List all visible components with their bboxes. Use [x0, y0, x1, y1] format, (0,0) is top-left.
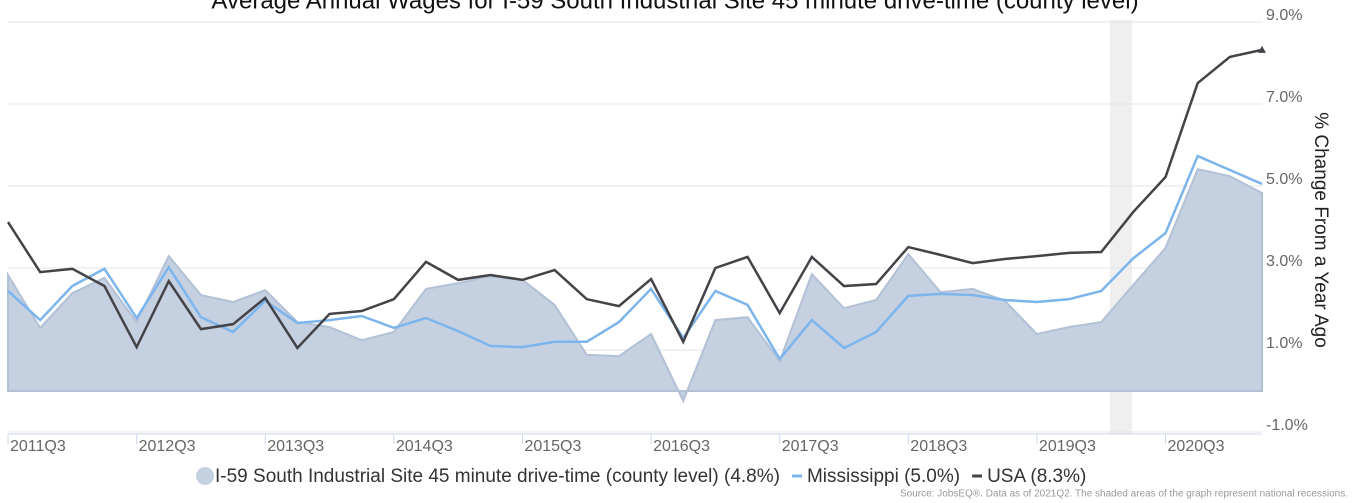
x-tick-label: 2013Q3 [267, 438, 324, 455]
line [7, 154, 1263, 362]
y-tick-label: 1.0% [1266, 335, 1302, 352]
y-tick-label: 3.0% [1266, 253, 1302, 270]
y-tick-label: 7.0% [1266, 89, 1302, 106]
end-marker [1258, 45, 1266, 53]
legend-label: I-59 South Industrial Site 45 minute dri… [215, 466, 780, 487]
x-tick-label: 2020Q3 [1168, 438, 1225, 455]
y-axis-title: % Change From a Year Ago [1310, 112, 1331, 348]
legend-symbol [196, 467, 214, 485]
line [6, 48, 1263, 350]
x-tick-label: 2014Q3 [396, 438, 453, 455]
x-tick-label: 2017Q3 [782, 438, 839, 455]
area [7, 168, 1263, 404]
y-tick-label: 5.0% [1266, 171, 1302, 188]
source-note: Source: JobsEQ®. Data as of 2021Q2. The … [900, 489, 1348, 500]
y-tick-label: 9.0% [1266, 7, 1302, 24]
legend-label: Mississippi (5.0%) [807, 466, 960, 487]
chart-title: Average Annual Wages for I-59 South Indu… [211, 0, 1138, 14]
x-tick-label: 2011Q3 [10, 438, 66, 455]
x-tick-label: 2019Q3 [1039, 438, 1096, 455]
y-tick-label: -1.0% [1266, 417, 1308, 434]
x-tick-label: 2016Q3 [653, 438, 710, 455]
x-tick-label: 2015Q3 [524, 438, 581, 455]
legend-label: USA (8.3%) [987, 466, 1086, 487]
x-tick-label: 2018Q3 [910, 438, 967, 455]
x-tick-label: 2012Q3 [139, 438, 196, 455]
